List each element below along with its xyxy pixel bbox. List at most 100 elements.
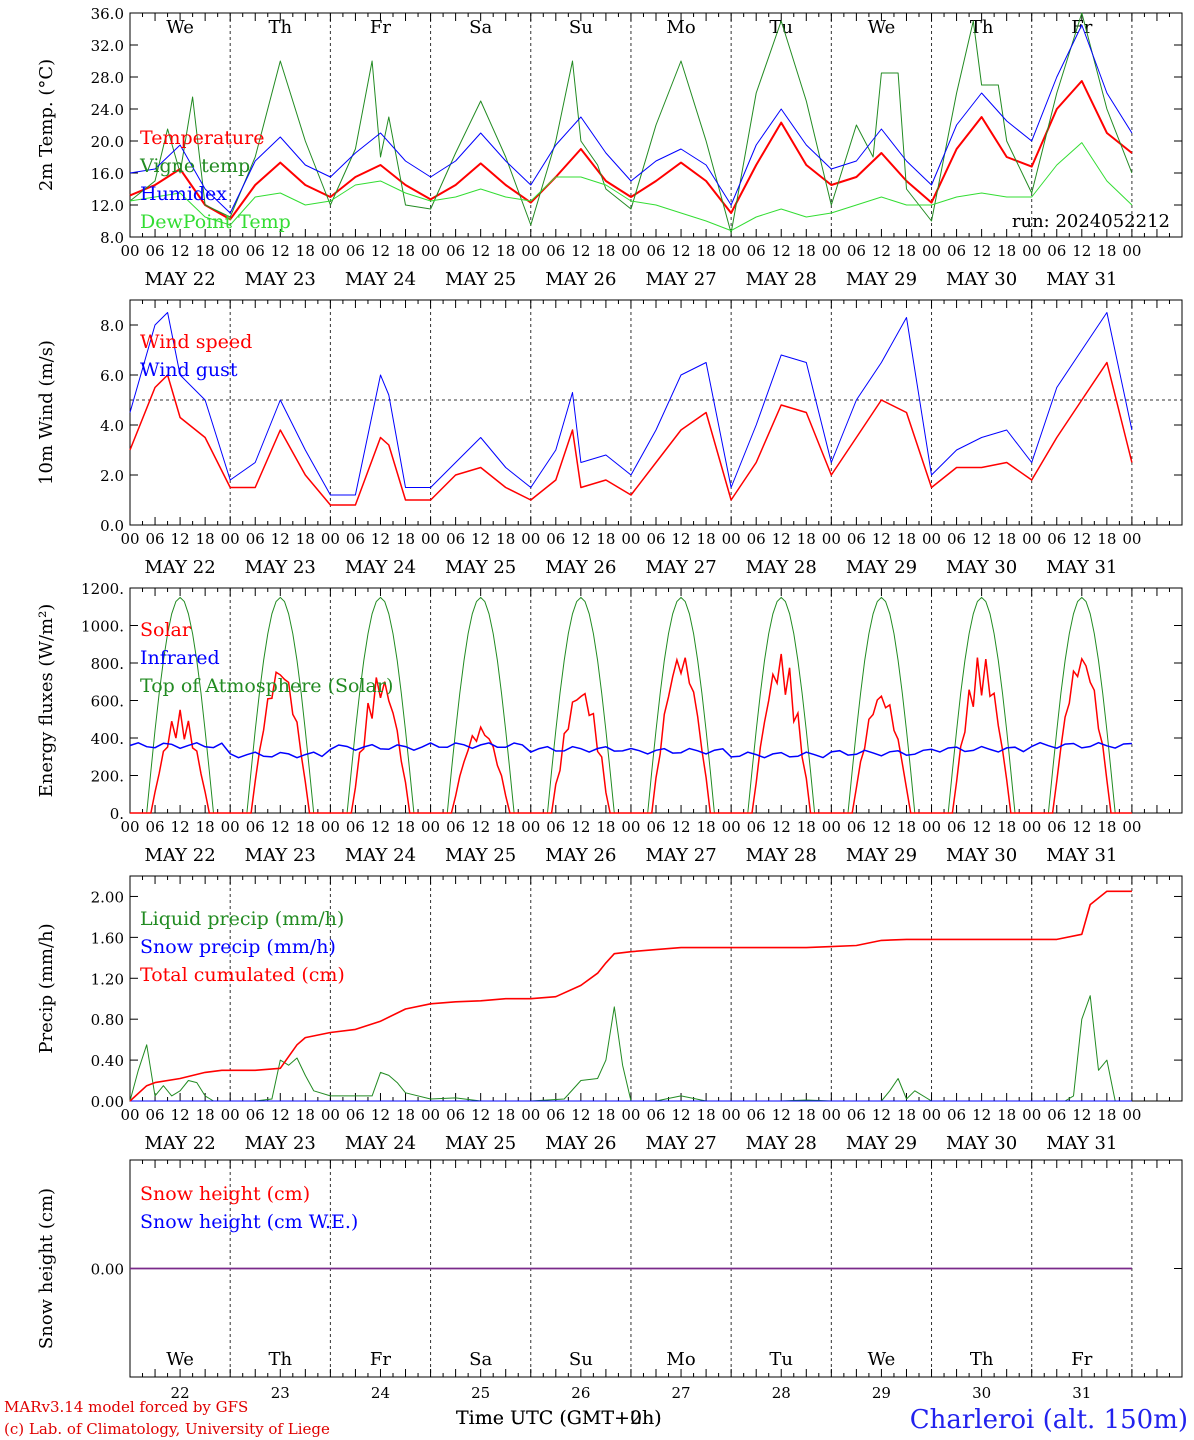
y-tick-label: 0.0	[100, 517, 124, 535]
x-hour-label: 00	[421, 530, 440, 548]
x-date-label: MAY 30	[946, 845, 1017, 866]
x-hour-label: 18	[1097, 242, 1116, 260]
x-date-label: MAY 22	[144, 269, 215, 290]
x-day-number: 28	[772, 1384, 791, 1402]
x-date-label: MAY 24	[345, 845, 416, 866]
panel-temperature: 8.0 12.0 16.0 20.0 24.0 28.0 32.0 36.0 2m Temp. …	[36, 5, 1183, 290]
weekday-label: Mo	[666, 1349, 695, 1370]
x-hour-label: 12	[872, 1106, 891, 1124]
y-tick-label: 0.40	[91, 1052, 124, 1070]
y-axis-label: 10m Wind (m/s)	[36, 340, 57, 485]
x-hour-label: 06	[646, 530, 665, 548]
x-hour-label: 12	[571, 1106, 590, 1124]
x-day-number: 30	[972, 1384, 991, 1402]
x-hour-label: 12	[571, 242, 590, 260]
x-hour-label: 18	[496, 530, 515, 548]
legend-entry: Snow precip (mm/h)	[140, 936, 336, 958]
x-hour-label: 06	[747, 242, 766, 260]
x-hour-label: 00	[221, 1106, 240, 1124]
legend-entry: Top of Atmosphere (Solar)	[140, 675, 393, 697]
x-hour-label: 18	[296, 530, 315, 548]
x-hour-label: 18	[396, 530, 415, 548]
y-tick-label: 0.	[110, 805, 124, 823]
x-date-label: MAY 23	[245, 845, 316, 866]
weekday-label: Fr	[370, 17, 391, 38]
weekday-label: Th	[970, 1349, 994, 1370]
x-hour-label: 00	[1122, 530, 1141, 548]
y-tick-label: 36.0	[91, 5, 124, 23]
x-hour-label: 12	[672, 242, 691, 260]
legend-entry: Humidex	[140, 183, 227, 205]
legend-entry: Infrared	[140, 647, 220, 669]
weekday-label: We	[166, 17, 194, 38]
x-hour-label: 06	[546, 530, 565, 548]
x-date-label: MAY 28	[746, 845, 817, 866]
x-date-label: MAY 27	[645, 557, 716, 578]
x-hour-label: 00	[421, 242, 440, 260]
x-date-label: MAY 29	[846, 269, 917, 290]
x-date-label: MAY 25	[445, 845, 516, 866]
x-hour-label: 06	[346, 242, 365, 260]
xlabel-gmt0: Time UTC (GMT+0h)	[456, 1407, 662, 1429]
x-hour-label: 00	[1122, 242, 1141, 260]
x-hour-label: 00	[1022, 242, 1041, 260]
x-hour-label: 12	[972, 1106, 991, 1124]
x-hour-label: 00	[221, 242, 240, 260]
x-day-number: 27	[672, 1384, 691, 1402]
series-temperature	[129, 80, 1133, 221]
x-hour-label: 06	[747, 818, 766, 836]
x-hour-label: 12	[471, 818, 490, 836]
x-hour-label: 18	[196, 530, 215, 548]
y-axis-label: 2m Temp. (°C)	[36, 59, 57, 191]
x-hour-label: 00	[822, 530, 841, 548]
x-hour-label: 06	[546, 818, 565, 836]
series-liquid-precip-mm-h-	[129, 995, 1132, 1102]
x-date-label: MAY 27	[645, 1133, 716, 1154]
x-hour-label: 18	[396, 818, 415, 836]
x-hour-label: 18	[196, 1106, 215, 1124]
x-hour-label: 12	[271, 818, 290, 836]
x-hour-label: 00	[521, 242, 540, 260]
series-vigne-temp	[129, 12, 1133, 234]
x-date-label: MAY 30	[946, 557, 1017, 578]
x-hour-label: 00	[1022, 1106, 1041, 1124]
x-day-number: 22	[171, 1384, 190, 1402]
x-hour-label: 12	[471, 242, 490, 260]
legend-entry: Temperature	[140, 127, 264, 149]
x-hour-label: 12	[772, 1106, 791, 1124]
x-hour-label: 00	[1022, 530, 1041, 548]
x-hour-label: 12	[171, 818, 190, 836]
x-hour-label: 06	[1047, 818, 1066, 836]
x-hour-label: 06	[1047, 1106, 1066, 1124]
x-hour-label: 00	[922, 818, 941, 836]
x-date-label: MAY 28	[746, 557, 817, 578]
footer-model: MARv3.14 model forced by GFS	[4, 1398, 248, 1416]
x-hour-label: 00	[221, 530, 240, 548]
x-hour-label: 00	[1122, 818, 1141, 836]
y-tick-label: 28.0	[91, 69, 124, 87]
panel-precip: 0.00 0.40 0.80 1.20 1.60 2.00 Precip (mm/h) 00 0…	[36, 875, 1183, 1154]
x-hour-label: 06	[747, 530, 766, 548]
y-tick-label: 2.0	[100, 467, 124, 485]
y-tick-label: 600.	[91, 693, 124, 711]
x-hour-label: 12	[371, 818, 390, 836]
y-tick-label: 400.	[91, 730, 124, 748]
x-hour-label: 06	[146, 242, 165, 260]
x-day-number: 23	[271, 1384, 290, 1402]
x-hour-label: 18	[596, 818, 615, 836]
x-hour-label: 18	[997, 1106, 1016, 1124]
y-tick-label: 800.	[91, 655, 124, 673]
x-date-label: MAY 31	[1046, 845, 1117, 866]
x-hour-label: 06	[346, 818, 365, 836]
x-hour-label: 12	[471, 1106, 490, 1124]
panel-wind: 0.0 2.0 4.0 6.0 8.0 10m Wind (m/s) 00 06 12 18 MAY…	[36, 299, 1183, 578]
weekday-label: Su	[569, 17, 593, 38]
x-date-label: MAY 23	[245, 557, 316, 578]
x-hour-label: 18	[697, 242, 716, 260]
series-solar	[130, 653, 1132, 814]
x-date-label: MAY 31	[1046, 269, 1117, 290]
x-hour-label: 18	[797, 1106, 816, 1124]
run-label: run: 2024052212	[1012, 211, 1170, 232]
x-hour-label: 06	[446, 818, 465, 836]
